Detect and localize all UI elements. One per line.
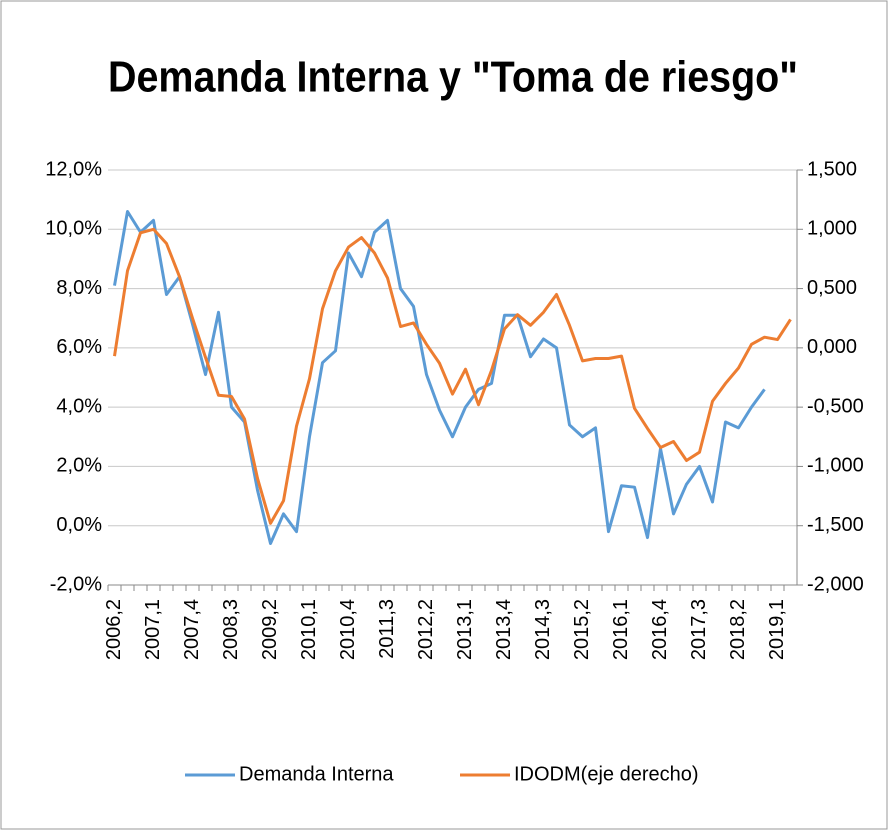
- x-tick-label: 2013,4: [493, 599, 515, 660]
- x-tick-label: 2012,2: [415, 599, 437, 660]
- y-tick-label: 10,0%: [45, 218, 102, 240]
- y2-tick-label: -2,000: [807, 573, 864, 595]
- y-tick-label: 6,0%: [56, 336, 102, 358]
- series-line: [113, 210, 766, 545]
- series-line: [113, 227, 792, 525]
- y-tick-label: 2,0%: [56, 455, 102, 477]
- chart-title: Demanda Interna y "Toma de riesgo": [108, 53, 798, 102]
- x-tick-label: 2007,1: [142, 599, 164, 660]
- y-tick-label: 8,0%: [56, 277, 102, 299]
- x-tick-label: 2015,2: [571, 599, 593, 660]
- x-tick-label: 2010,1: [298, 599, 320, 660]
- x-tick-label: 2016,1: [610, 599, 632, 660]
- legend-label: Demanda Interna: [239, 763, 394, 785]
- y2-tick-label: 0,500: [807, 277, 857, 299]
- x-tick-label: 2017,3: [688, 599, 710, 660]
- x-tick-label: 2018,2: [727, 599, 749, 660]
- y2-tick-label: 1,000: [807, 218, 857, 240]
- y2-tick-label: 1,500: [807, 158, 857, 180]
- x-tick-label: 2006,2: [103, 599, 125, 660]
- y2-tick-label: 0,000: [807, 336, 857, 358]
- x-tick-label: 2010,4: [337, 599, 359, 660]
- y-tick-label: 0,0%: [56, 514, 102, 536]
- x-tick-label: 2016,4: [649, 599, 671, 660]
- x-tick-label: 2007,4: [181, 599, 203, 660]
- x-tick-label: 2014,3: [532, 599, 554, 660]
- x-tick-label: 2019,1: [766, 599, 788, 660]
- legend-label: IDODM(eje derecho): [514, 763, 699, 785]
- x-tick-label: 2009,2: [259, 599, 281, 660]
- y2-tick-label: -0,500: [807, 395, 864, 417]
- y2-tick-label: -1,500: [807, 514, 864, 536]
- y-tick-label: 12,0%: [45, 158, 102, 180]
- x-tick-label: 2008,3: [220, 599, 242, 660]
- y2-tick-label: -1,000: [807, 455, 864, 477]
- x-tick-label: 2013,1: [454, 599, 476, 660]
- x-tick-label: 2011,3: [376, 599, 398, 659]
- y-tick-label: -2,0%: [50, 573, 102, 595]
- y-tick-label: 4,0%: [56, 395, 102, 417]
